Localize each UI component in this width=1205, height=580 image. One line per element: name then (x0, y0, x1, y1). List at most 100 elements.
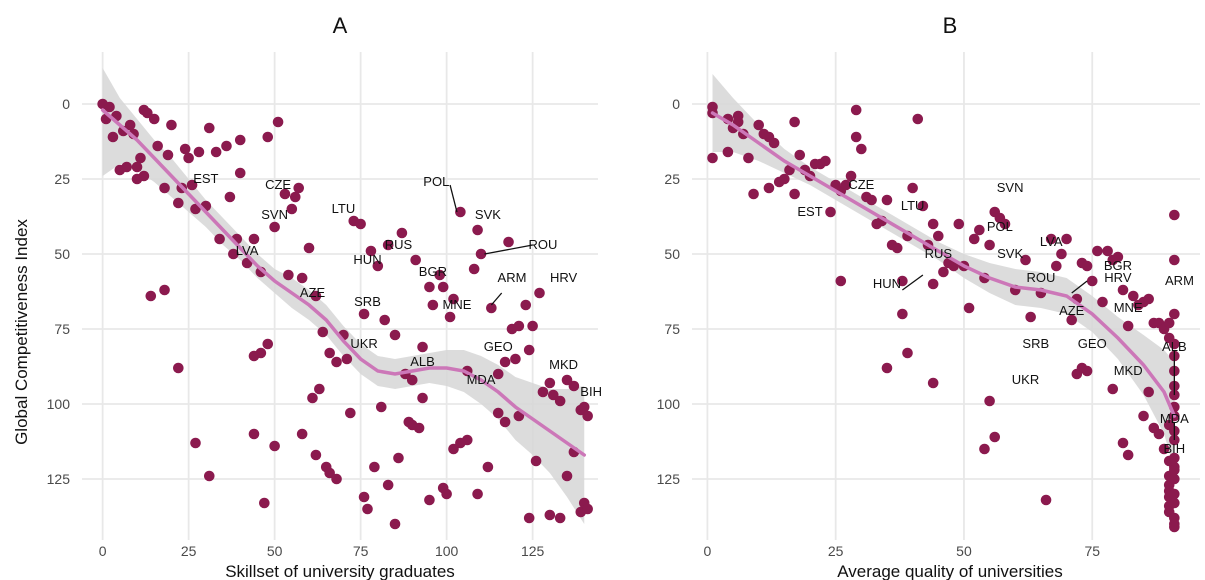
panel-a-data-point (468, 263, 480, 275)
panel-b-country-label: SVN (997, 180, 1024, 195)
panel-a-country-label: BGR (419, 264, 447, 279)
panel-a-title: A (333, 13, 348, 38)
panel-b-data-point (743, 152, 754, 164)
panel-b-country-label: AZE (1059, 303, 1085, 318)
panel-a-country-label: MNE (443, 297, 472, 312)
panel-a-data-point (131, 161, 143, 173)
panel-b-data-point (927, 218, 939, 230)
panel-b-country-label: UKR (1012, 372, 1039, 387)
panel-a-data-point (255, 347, 267, 359)
panel-a-data-point (186, 179, 198, 191)
panel-b-country-label: HRV (1104, 270, 1132, 285)
panel-a-data-point (482, 461, 494, 473)
panel-b-x-tick-label: 50 (956, 543, 972, 559)
panel-a-label-leader (490, 292, 503, 306)
panel-b-country-label: RUS (925, 246, 953, 261)
panel-a-data-point (561, 470, 573, 482)
panel-a-country-label: LVA (236, 243, 259, 258)
panel-a-data-point (283, 269, 294, 281)
panel-a-data-point (527, 320, 538, 332)
panel-b-data-point (789, 188, 800, 200)
panel-a: 0 25 50 75 100 125 0 25 50 75 100 125 EST CZE SVN LVA AZ… (47, 13, 602, 580)
panel-a-country-label: CZE (265, 177, 291, 192)
panel-b-data-point (1117, 437, 1129, 449)
panel-a-country-label: GEO (484, 339, 513, 354)
panel-a-data-point (324, 347, 335, 359)
panel-b-data-point (732, 110, 744, 122)
panel-a-plot-area: 0 25 50 75 100 125 0 25 50 75 100 125 EST CZE SVN LVA AZ… (47, 52, 602, 559)
panel-a-data-point (544, 509, 556, 521)
panel-a-data-point (345, 407, 356, 419)
panel-a-data-point (228, 248, 239, 260)
panel-b-data-point (1081, 365, 1093, 377)
panel-a-country-label: RUS (385, 237, 413, 252)
panel-b-data-point (779, 173, 790, 185)
panel-a-data-point (224, 191, 236, 203)
panel-a-data-point (296, 428, 308, 440)
panel-a-data-point (554, 512, 566, 524)
panel-a-data-point (310, 290, 322, 302)
panel-a-data-point (107, 131, 119, 143)
panel-b-data-point (763, 182, 775, 194)
panel-a-country-label: MKD (549, 357, 578, 372)
panel-a-data-point (537, 386, 549, 398)
panel-b-country-label: ROU (1026, 270, 1055, 285)
panel-b-data-point (1143, 293, 1154, 305)
panel-a-data-point (358, 308, 370, 320)
panel-a-data-point (441, 488, 452, 500)
panel-b-data-point (1122, 320, 1134, 332)
panel-a-data-point (393, 452, 404, 464)
panel-b-data-point (989, 431, 1001, 443)
panel-a-data-point (410, 254, 421, 266)
panel-b-data-point (1169, 254, 1180, 266)
panel-b-data-point (856, 143, 867, 155)
panel-b-data-point (1169, 488, 1180, 500)
panel-b-data-point (1169, 452, 1180, 464)
panel-a-data-point (382, 479, 394, 491)
panel-b-data-point (1169, 464, 1180, 476)
panel-a-data-point (492, 407, 504, 419)
panel-a-data-point (234, 167, 246, 179)
panel-a-data-point (486, 302, 497, 314)
panel-a-data-point (523, 344, 535, 356)
panel-a-country-label: POL (423, 174, 449, 189)
panel-a-x-tick-label: 0 (99, 543, 107, 559)
panel-b-data-point (1127, 290, 1139, 302)
panel-b-country-label: SVK (997, 246, 1023, 261)
panel-a-label-leader (449, 184, 458, 213)
panel-b-data-point (1045, 233, 1057, 245)
panel-a-label-leader (484, 244, 533, 255)
panel-b-data-point (820, 155, 831, 167)
panel-a-data-point (203, 470, 215, 482)
panel-b-data-point (1061, 233, 1072, 245)
panel-b-y-tick-label: 0 (672, 96, 680, 112)
panel-a-data-point (307, 392, 318, 404)
panel-b-x-axis-label: Average quality of universities (837, 562, 1063, 580)
panel-a-country-label: MDA (467, 372, 496, 387)
panel-a-data-point (173, 362, 184, 374)
panel-a-country-label: BIH (580, 384, 602, 399)
panel-b-data-point (999, 218, 1011, 230)
panel-a-data-point (324, 467, 335, 479)
panel-a-data-point (317, 326, 329, 338)
panel-a-data-point (286, 203, 298, 215)
panel-b-country-label: ALB (1162, 339, 1187, 354)
panel-b-data-point (1138, 410, 1149, 422)
panel-b-data-point (1153, 428, 1165, 440)
panel-a-data-point (448, 293, 459, 305)
panel-b-data-point (938, 266, 949, 278)
panel-b-data-point (1143, 386, 1154, 398)
panel-b-data-point (933, 230, 944, 242)
panel-a-data-point (396, 227, 408, 239)
panel-a-data-point (310, 449, 322, 461)
panel-b-country-label: LVA (1040, 234, 1063, 249)
panel-b-data-point (1051, 260, 1062, 272)
panel-a-data-point (499, 356, 511, 368)
panel-a-x-tick-label: 50 (267, 543, 283, 559)
panel-a-data-point (444, 311, 456, 323)
panel-a-data-point (523, 512, 535, 524)
panel-b-data-point (850, 104, 862, 116)
panel-b-country-label: GEO (1078, 336, 1107, 351)
panel-a-x-tick-label: 75 (353, 543, 369, 559)
